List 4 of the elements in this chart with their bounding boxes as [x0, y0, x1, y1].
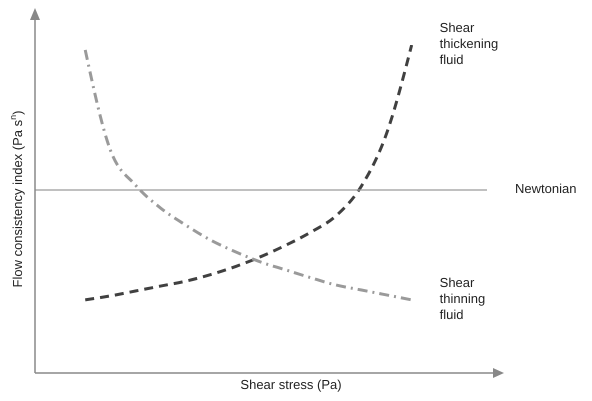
text: Shear thickening fluid: [440, 20, 498, 68]
x-axis-title: Shear stress (Pa): [240, 377, 342, 392]
text: Newtonian: [515, 181, 576, 196]
text: Shear thinning fluid: [440, 275, 486, 322]
